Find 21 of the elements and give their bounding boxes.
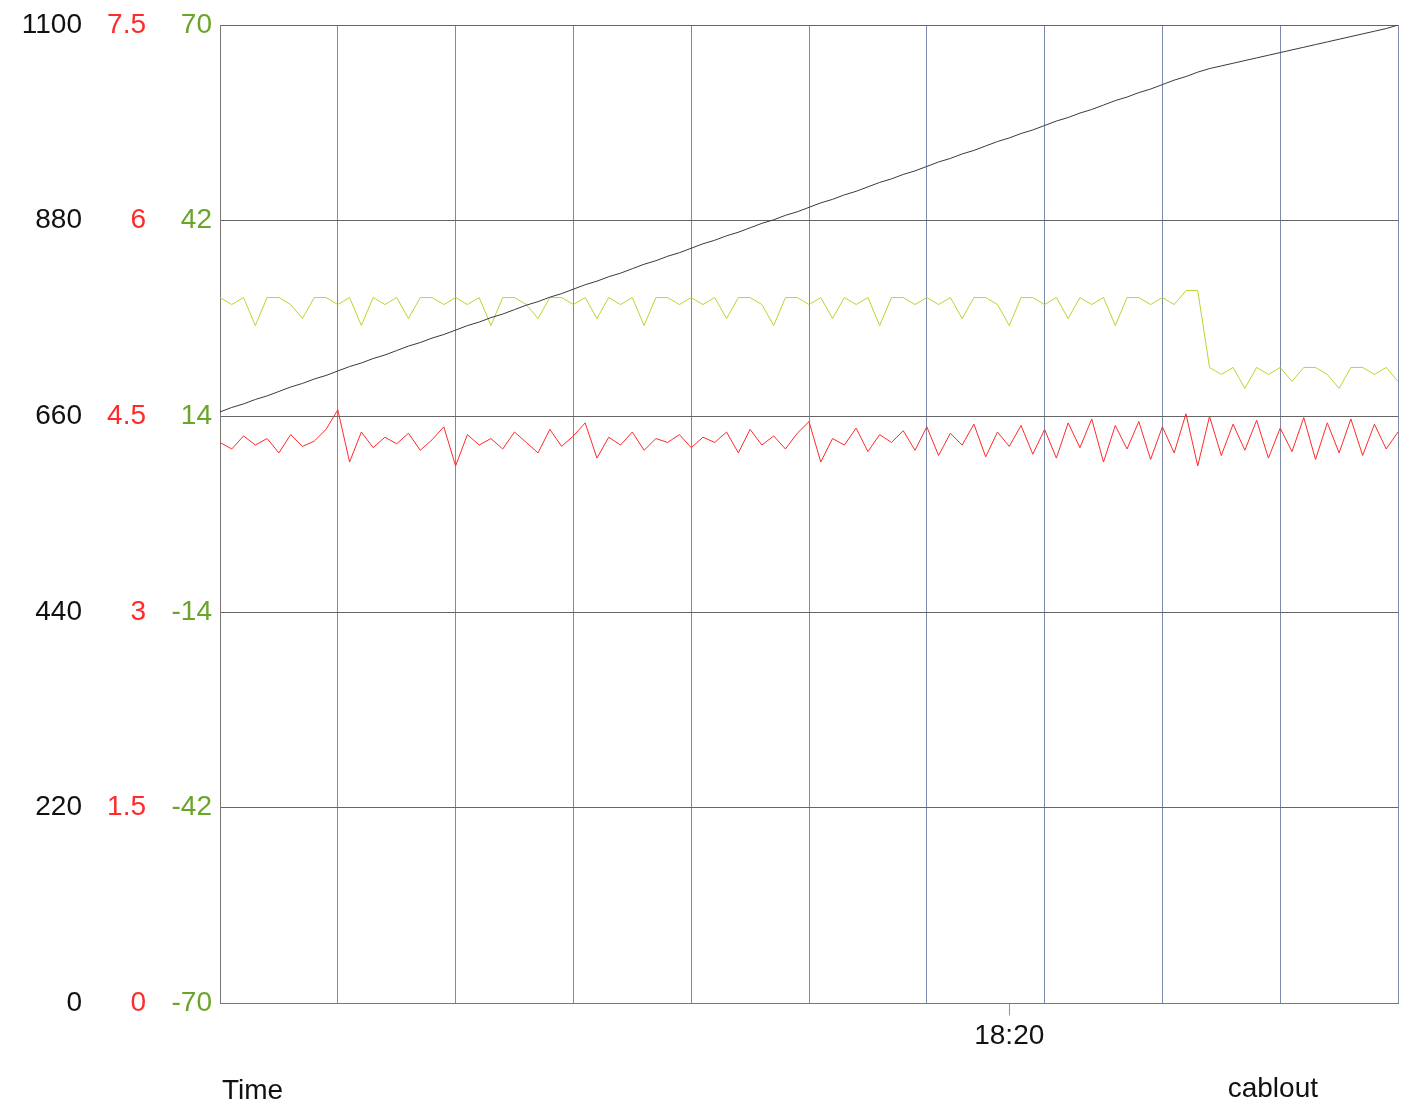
y3-tick-label: 70 [180, 7, 212, 39]
y-tick-label: 880 [35, 203, 82, 235]
y-tick-label: 220 [35, 790, 82, 822]
y3-tick-label: 14 [180, 399, 212, 431]
y3-tick-label: -70 [171, 986, 212, 1018]
y2-tick-label: 0 [130, 986, 146, 1018]
y-tick-label: 660 [35, 399, 82, 431]
y-tick-label: 0 [66, 986, 82, 1018]
y-tick-label: 440 [35, 594, 82, 626]
y3-tick-label: 42 [180, 203, 212, 235]
y2-tick-label: 1.5 [107, 790, 146, 822]
y2-tick-label: 7.5 [107, 7, 146, 39]
y3-tick-label: -42 [171, 790, 212, 822]
y3-tick-label: -14 [171, 594, 212, 626]
x-tick-label: 18:20 [974, 1018, 1045, 1050]
y2-tick-label: 4.5 [107, 399, 146, 431]
y2-tick-label: 3 [130, 594, 146, 626]
x-axis-title: Time [222, 1074, 284, 1103]
y-tick-label: 1100 [21, 7, 82, 39]
y2-tick-label: 6 [130, 203, 146, 235]
text: cablout [1227, 1072, 1319, 1103]
